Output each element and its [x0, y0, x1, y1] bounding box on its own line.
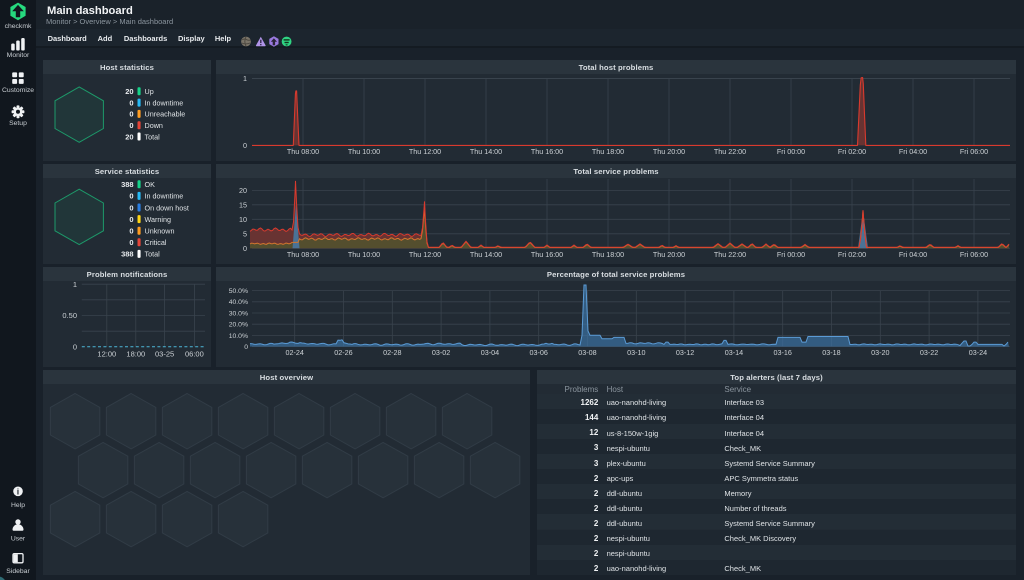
- svg-text:10.0%: 10.0%: [229, 333, 248, 340]
- svg-text:Thu 12:00: Thu 12:00: [409, 250, 441, 259]
- svg-text:In downtime: In downtime: [145, 98, 184, 107]
- svg-text:03-18: 03-18: [822, 348, 840, 357]
- svg-text:18:00: 18:00: [126, 350, 145, 359]
- svg-text:Thu 18:00: Thu 18:00: [592, 250, 624, 259]
- svg-text:Up: Up: [145, 87, 154, 96]
- svg-text:Fri 06:00: Fri 06:00: [960, 147, 988, 156]
- svg-text:i: i: [17, 488, 19, 497]
- svg-text:Critical: Critical: [145, 238, 167, 247]
- svg-text:388: 388: [121, 250, 134, 259]
- svg-text:0: 0: [129, 98, 133, 107]
- svg-text:02-28: 02-28: [383, 348, 401, 357]
- svg-text:Thu 16:00: Thu 16:00: [531, 147, 563, 156]
- svg-text:03-10: 03-10: [627, 348, 645, 357]
- svg-text:03-12: 03-12: [676, 348, 694, 357]
- svg-text:Customize: Customize: [2, 87, 34, 94]
- svg-text:03-25: 03-25: [155, 350, 174, 359]
- svg-text:0: 0: [129, 110, 133, 119]
- svg-text:0: 0: [129, 238, 133, 247]
- svg-text:02-24: 02-24: [286, 348, 304, 357]
- svg-text:40.0%: 40.0%: [229, 299, 248, 306]
- svg-text:Thu 22:00: Thu 22:00: [714, 250, 746, 259]
- svg-text:Setup: Setup: [9, 120, 27, 127]
- svg-text:Thu 14:00: Thu 14:00: [470, 147, 502, 156]
- svg-text:03-22: 03-22: [920, 348, 938, 357]
- svg-text:0.50: 0.50: [62, 311, 77, 320]
- svg-text:388: 388: [121, 180, 134, 189]
- svg-text:02-26: 02-26: [334, 348, 352, 357]
- svg-text:Fri 02:00: Fri 02:00: [838, 250, 866, 259]
- svg-text:20: 20: [239, 186, 247, 195]
- svg-text:0: 0: [129, 227, 133, 236]
- svg-text:03-02: 03-02: [432, 348, 450, 357]
- svg-text:0: 0: [129, 192, 133, 201]
- svg-text:Help: Help: [11, 502, 25, 509]
- svg-text:Total: Total: [145, 132, 161, 141]
- svg-text:Thu 08:00: Thu 08:00: [287, 250, 319, 259]
- svg-text:03-08: 03-08: [578, 348, 596, 357]
- svg-text:Fri 06:00: Fri 06:00: [960, 250, 988, 259]
- svg-text:Thu 14:00: Thu 14:00: [470, 250, 502, 259]
- svg-text:Thu 22:00: Thu 22:00: [714, 147, 746, 156]
- svg-text:10: 10: [239, 215, 247, 224]
- svg-text:Fri 00:00: Fri 00:00: [777, 250, 805, 259]
- svg-text:Warning: Warning: [145, 215, 172, 224]
- svg-text:20: 20: [125, 87, 133, 96]
- svg-text:50.0%: 50.0%: [229, 288, 248, 295]
- svg-text:Thu 20:00: Thu 20:00: [653, 250, 685, 259]
- svg-text:0: 0: [243, 141, 247, 150]
- svg-text:0: 0: [129, 215, 133, 224]
- svg-text:Thu 20:00: Thu 20:00: [653, 147, 685, 156]
- svg-text:Thu 08:00: Thu 08:00: [287, 147, 319, 156]
- svg-text:5: 5: [243, 229, 247, 238]
- svg-text:03-24: 03-24: [969, 348, 987, 357]
- svg-text:0: 0: [244, 344, 248, 351]
- svg-text:checkmk: checkmk: [5, 23, 32, 30]
- svg-text:Sidebar: Sidebar: [6, 568, 30, 575]
- svg-text:Thu 16:00: Thu 16:00: [531, 250, 563, 259]
- svg-text:03-20: 03-20: [871, 348, 889, 357]
- svg-text:03-16: 03-16: [774, 348, 792, 357]
- svg-text:20: 20: [125, 132, 133, 141]
- svg-text:Thu 10:00: Thu 10:00: [348, 147, 380, 156]
- svg-text:30.0%: 30.0%: [229, 310, 248, 317]
- svg-text:User: User: [11, 535, 26, 542]
- svg-text:Fri 04:00: Fri 04:00: [899, 250, 927, 259]
- svg-text:Total: Total: [145, 250, 161, 259]
- svg-text:Monitor: Monitor: [7, 52, 30, 59]
- svg-text:Down: Down: [145, 121, 163, 130]
- svg-text:0: 0: [129, 203, 133, 212]
- svg-text:03-14: 03-14: [725, 348, 743, 357]
- svg-text:Unreachable: Unreachable: [145, 110, 186, 119]
- svg-text:Fri 00:00: Fri 00:00: [777, 147, 805, 156]
- svg-text:Thu 10:00: Thu 10:00: [348, 250, 380, 259]
- svg-text:Fri 04:00: Fri 04:00: [899, 147, 927, 156]
- svg-text:In downtime: In downtime: [145, 192, 184, 201]
- svg-text:Fri 02:00: Fri 02:00: [838, 147, 866, 156]
- svg-text:1: 1: [73, 280, 77, 289]
- svg-text:15: 15: [239, 200, 247, 209]
- svg-text:12:00: 12:00: [97, 350, 116, 359]
- svg-text:20.0%: 20.0%: [229, 322, 248, 329]
- svg-text:0: 0: [129, 121, 133, 130]
- svg-text:06:00: 06:00: [185, 350, 204, 359]
- svg-text:Thu 12:00: Thu 12:00: [409, 147, 441, 156]
- svg-text:Thu 18:00: Thu 18:00: [592, 147, 624, 156]
- svg-text:0: 0: [243, 244, 247, 253]
- svg-text:1: 1: [243, 74, 247, 83]
- svg-text:0: 0: [73, 343, 77, 352]
- svg-text:Unknown: Unknown: [145, 227, 175, 236]
- svg-text:On down host: On down host: [145, 203, 189, 212]
- svg-text:03-06: 03-06: [530, 348, 548, 357]
- svg-text:03-04: 03-04: [481, 348, 499, 357]
- svg-text:OK: OK: [145, 180, 156, 189]
